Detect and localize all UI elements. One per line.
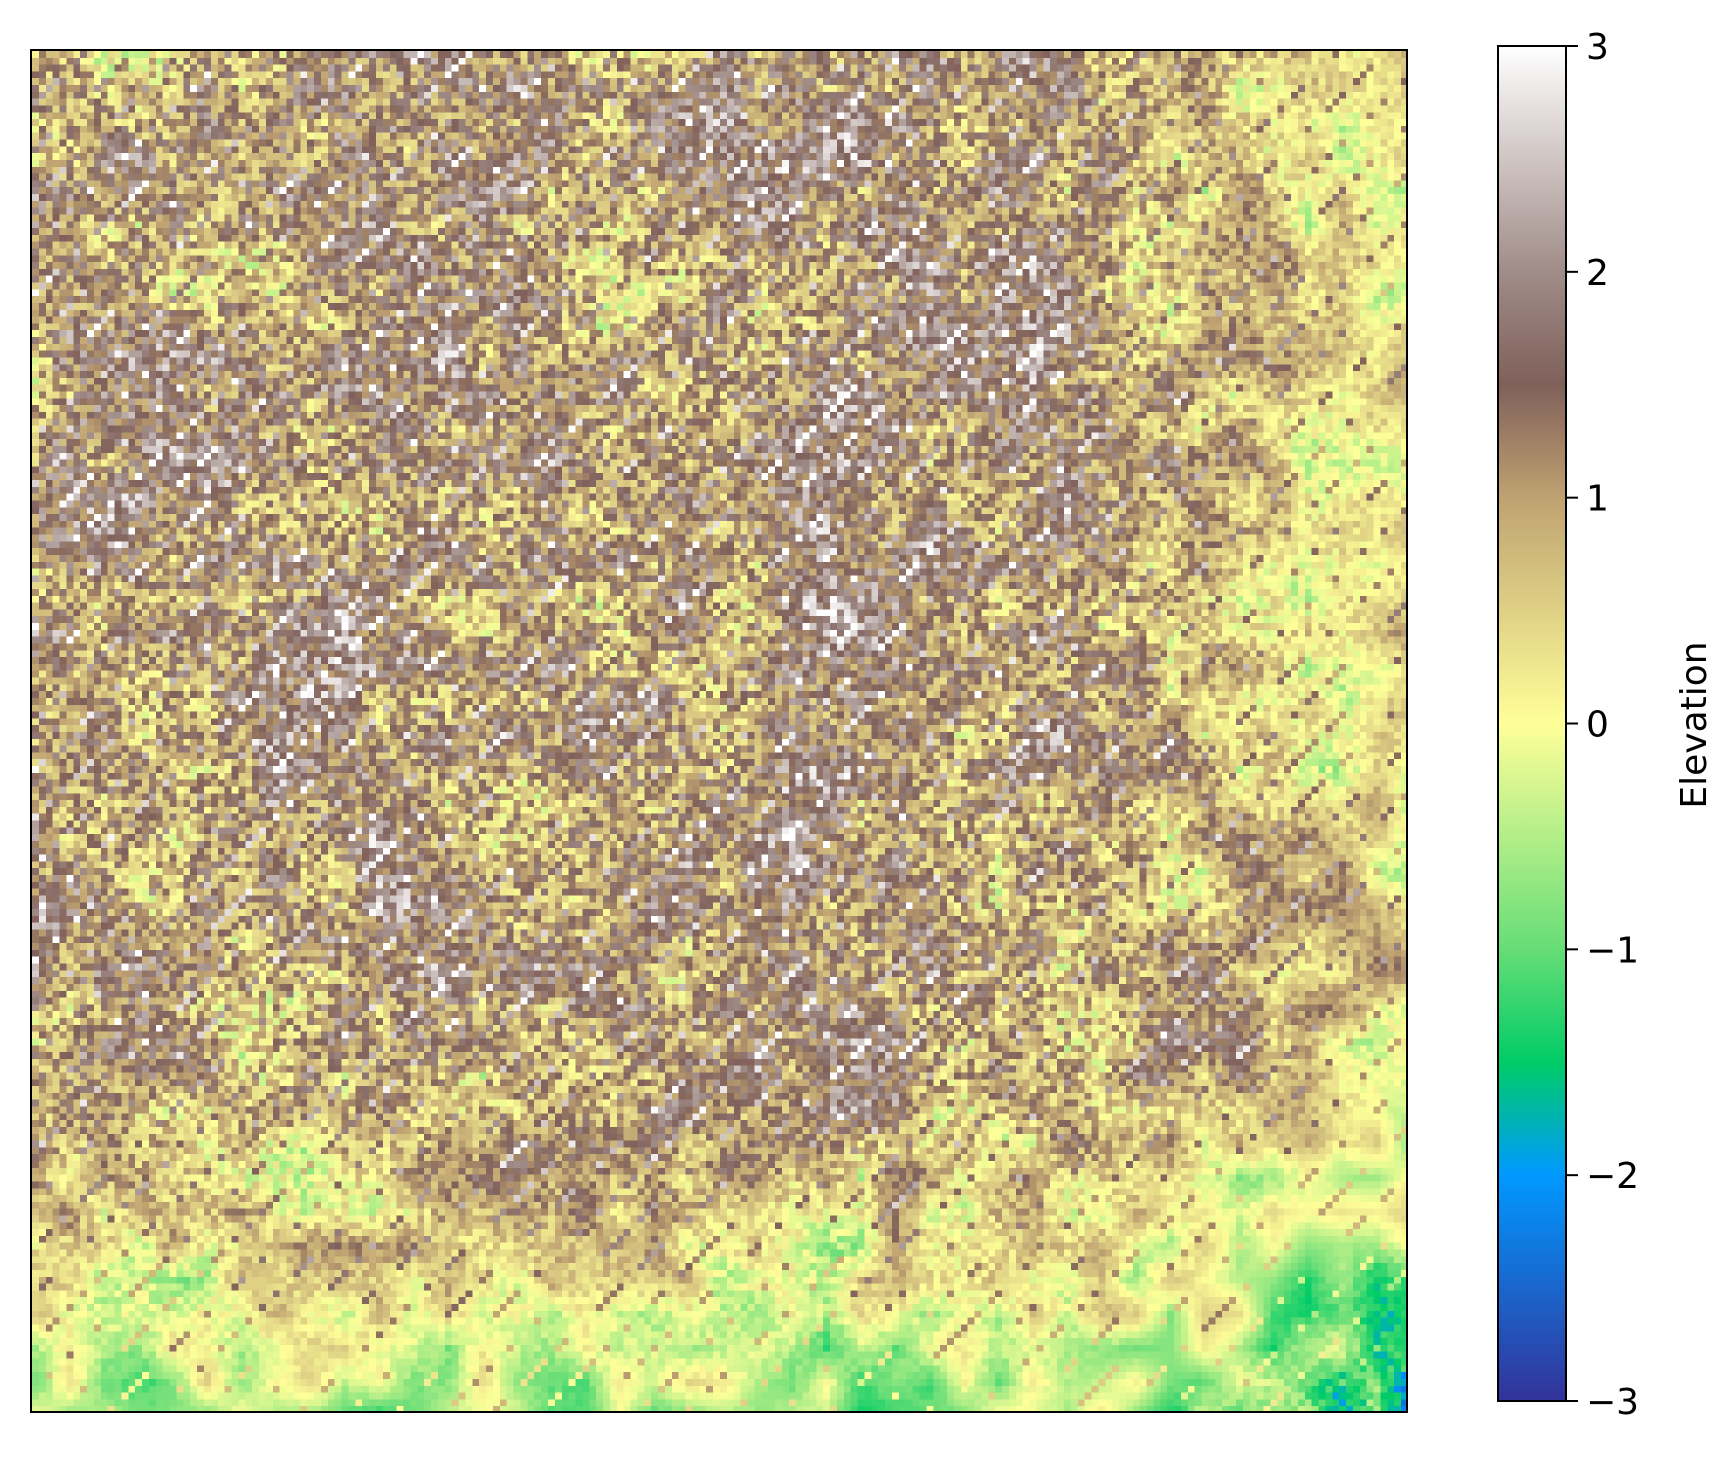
colorbar-label: Elevation (1674, 641, 1715, 808)
colorbar-tick-label: −1 (1586, 930, 1639, 971)
colorbar-tick-label: 3 (1586, 27, 1609, 68)
colorbar-tick-label: 1 (1586, 479, 1609, 520)
colorbar-tick-label: 0 (1586, 705, 1609, 746)
elevation-heatmap (32, 51, 1408, 1413)
colorbar-gradient (1497, 45, 1567, 1402)
colorbar-tick-label: −3 (1586, 1382, 1639, 1423)
colorbar: 3 2 1 0 −1 −2 −3 Elevation (1497, 27, 1715, 1423)
colorbar-ticks: 3 2 1 0 −1 −2 −3 (1566, 27, 1639, 1423)
colorbar-tick-label: −2 (1586, 1156, 1639, 1197)
colorbar-tick-label: 2 (1586, 253, 1609, 294)
